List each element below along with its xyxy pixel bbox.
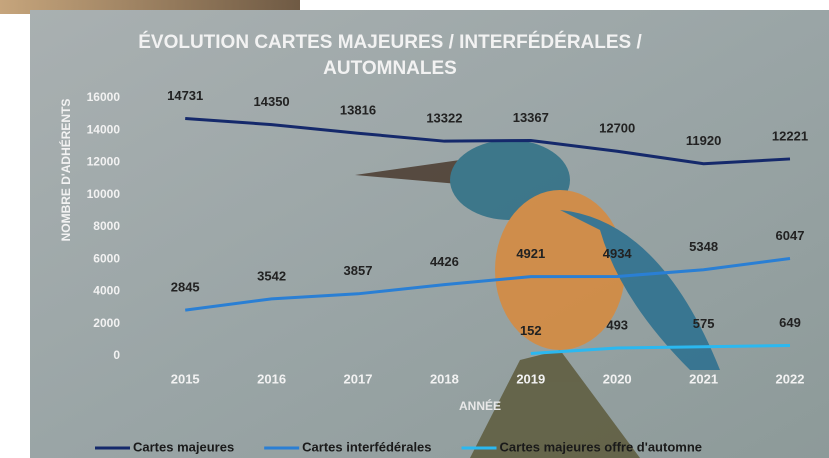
data-label: 3857 bbox=[344, 263, 373, 278]
data-label: 575 bbox=[693, 316, 715, 331]
y-tick-label: 2000 bbox=[93, 316, 120, 330]
data-label: 4426 bbox=[430, 254, 459, 269]
x-tick-label: 2016 bbox=[257, 371, 286, 386]
x-tick-label: 2017 bbox=[344, 371, 373, 386]
y-tick-label: 12000 bbox=[87, 155, 121, 169]
data-label: 13367 bbox=[513, 110, 549, 125]
data-label: 152 bbox=[520, 323, 542, 338]
y-tick-label: 4000 bbox=[93, 284, 120, 298]
y-tick-label: 10000 bbox=[87, 187, 121, 201]
legend-label: Cartes interfédérales bbox=[302, 439, 431, 454]
y-tick-label: 6000 bbox=[93, 251, 120, 265]
y-tick-label: 0 bbox=[113, 348, 120, 362]
data-label: 14350 bbox=[254, 94, 290, 109]
x-tick-label: 2015 bbox=[171, 371, 200, 386]
data-label: 649 bbox=[779, 315, 801, 330]
data-label: 3542 bbox=[257, 268, 286, 283]
y-tick-label: 14000 bbox=[87, 122, 121, 136]
x-tick-label: 2021 bbox=[689, 371, 718, 386]
data-label: 493 bbox=[606, 317, 628, 332]
x-tick-label: 2019 bbox=[516, 371, 545, 386]
x-tick-label: 2020 bbox=[603, 371, 632, 386]
data-label: 12221 bbox=[772, 128, 808, 143]
x-tick-label: 2018 bbox=[430, 371, 459, 386]
data-label: 5348 bbox=[689, 239, 718, 254]
data-label: 4934 bbox=[603, 246, 633, 261]
chart-title: ÉVOLUTION CARTES MAJEURES / INTERFÉDÉRAL… bbox=[120, 30, 660, 82]
legend-label: Cartes majeures bbox=[133, 439, 234, 454]
data-label: 14731 bbox=[167, 88, 203, 103]
data-label: 13322 bbox=[426, 111, 462, 126]
data-label: 6047 bbox=[776, 228, 805, 243]
data-label: 2845 bbox=[171, 280, 200, 295]
y-axis-label: NOMBRE D'ADHÉRENTS bbox=[58, 99, 73, 242]
data-label: 11920 bbox=[686, 133, 721, 148]
y-tick-label: 8000 bbox=[93, 219, 120, 233]
data-label: 4921 bbox=[516, 246, 545, 261]
data-label: 12700 bbox=[599, 121, 635, 136]
page: NOMBRE D'ADHÉRENTS ANNÉE 0 2000 4000 6000 80… bbox=[0, 0, 829, 458]
x-axis-label: ANNÉE bbox=[459, 398, 501, 413]
legend-label: Cartes majeures offre d'automne bbox=[500, 439, 702, 454]
data-label: 13816 bbox=[340, 103, 376, 118]
y-tick-label: 16000 bbox=[87, 90, 121, 104]
x-tick-label: 2022 bbox=[776, 371, 805, 386]
